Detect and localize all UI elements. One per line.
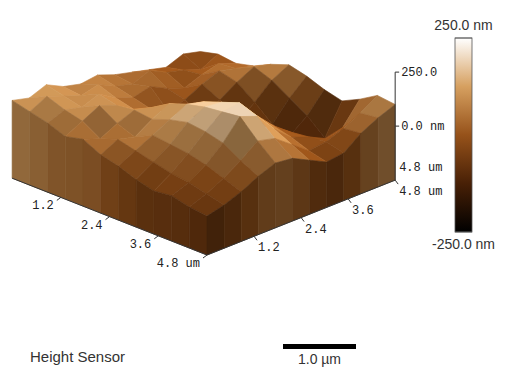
colorbar-tick xyxy=(455,38,472,39)
side-wall xyxy=(118,166,136,227)
colorbar-scale xyxy=(455,38,472,232)
side-wall xyxy=(101,155,119,220)
side-wall xyxy=(361,118,378,194)
surface-cell xyxy=(65,121,100,139)
back-axis-label: 4.8 um xyxy=(399,161,442,175)
title: Height Sensor xyxy=(30,348,125,365)
surface-cell xyxy=(100,123,135,139)
y-tick xyxy=(301,218,304,222)
x-tick xyxy=(106,217,110,220)
surface-cell xyxy=(166,54,201,70)
side-wall xyxy=(258,163,275,235)
scale-bar-label: 1.0 µm xyxy=(298,351,341,367)
y-tick-label: 2.4 xyxy=(305,223,327,237)
side-wall xyxy=(293,158,310,221)
y-tick-label: 4.8 um xyxy=(399,185,442,199)
side-wall xyxy=(344,133,361,200)
y-tick xyxy=(254,236,257,240)
colorbar-tick-label: -250.0 nm xyxy=(432,236,495,252)
colorbar-tick xyxy=(455,232,472,233)
side-wall xyxy=(327,153,344,207)
y-axis-line xyxy=(207,180,395,255)
y-tick xyxy=(348,199,351,203)
side-wall xyxy=(378,105,395,187)
z-tick-label: 250.0 xyxy=(401,66,437,80)
y-tick xyxy=(395,180,398,184)
side-wall xyxy=(83,139,101,213)
side-wall xyxy=(172,196,190,248)
side-wall xyxy=(224,192,241,249)
x-tick xyxy=(154,236,158,239)
colorbar: 250.0 nm -250.0 nm xyxy=(432,17,495,252)
x-axis-line xyxy=(12,178,207,255)
scale-bar xyxy=(283,344,356,349)
x-tick xyxy=(57,197,61,200)
axes: 1.2 2.4 3.6 4.8 um 1.2 2.4 3.6 4.8 um 4.8 um 0.0 … xyxy=(12,66,444,271)
z-tick-label: 0.0 nm xyxy=(401,120,444,134)
side-wall xyxy=(154,191,172,241)
side-wall xyxy=(30,112,48,193)
side-wall xyxy=(189,207,207,255)
z-tick xyxy=(395,126,399,127)
x-tick-label: 3.6 xyxy=(130,238,152,252)
chart: 1.2 2.4 3.6 4.8 um 1.2 2.4 3.6 4.8 um 4.8 um 0.0 … xyxy=(0,0,520,378)
y-tick-label: 3.6 xyxy=(352,204,374,218)
surface xyxy=(12,52,395,256)
side-wall xyxy=(310,160,327,214)
x-tick-label: 4.8 um xyxy=(157,257,200,271)
side-wall xyxy=(48,123,66,199)
side-wall xyxy=(275,158,292,228)
z-tick xyxy=(395,72,399,73)
side-wall xyxy=(65,137,83,207)
colorbar-tick-label: 250.0 nm xyxy=(434,17,492,33)
x-tick xyxy=(203,255,207,258)
x-tick-label: 1.2 xyxy=(32,199,54,213)
side-wall xyxy=(207,205,224,255)
x-tick-label: 2.4 xyxy=(81,219,103,233)
y-tick-label: 1.2 xyxy=(258,241,280,255)
side-wall xyxy=(136,180,154,235)
side-wall xyxy=(241,176,258,241)
side-wall xyxy=(12,100,30,185)
